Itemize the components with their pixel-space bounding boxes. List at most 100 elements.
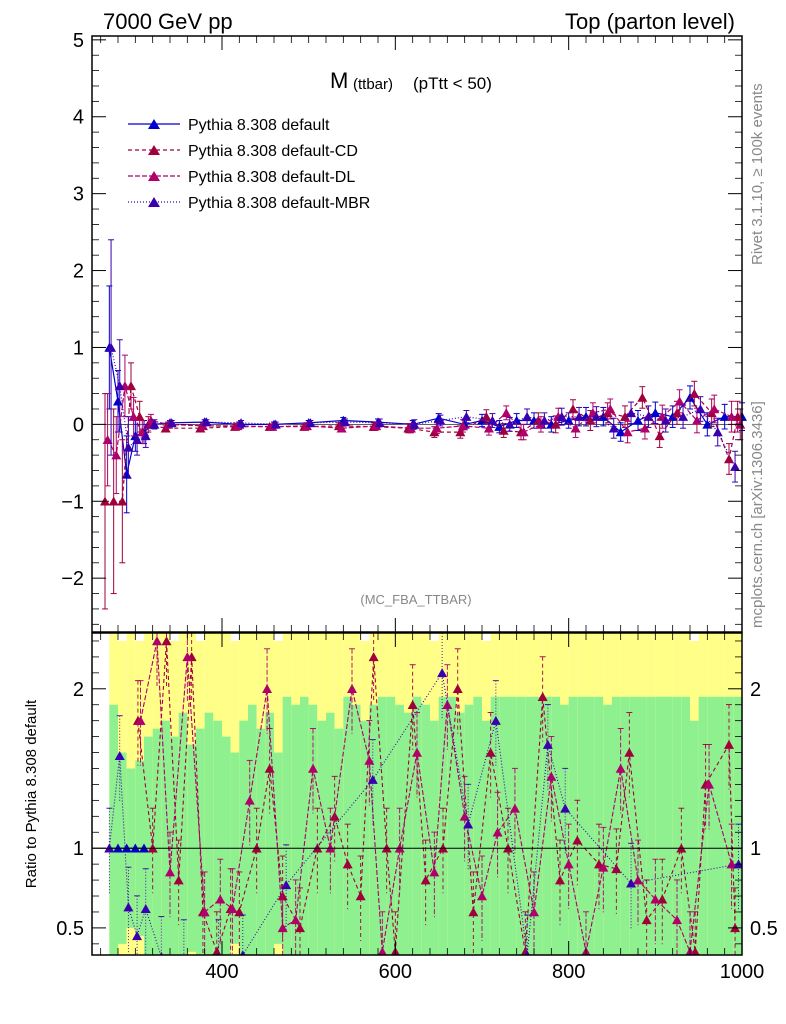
ratio-y-tick-label: 2 xyxy=(73,679,84,701)
data-point xyxy=(113,396,123,406)
band-inner xyxy=(291,704,300,955)
band-inner xyxy=(204,712,214,955)
data-point xyxy=(730,461,741,471)
band-inner xyxy=(681,696,690,955)
band-inner xyxy=(672,696,682,955)
ratio-y-tick-label-right: 2 xyxy=(750,679,761,701)
data-point xyxy=(674,396,685,406)
data-point xyxy=(550,419,561,429)
data-point xyxy=(483,423,494,433)
band-inner xyxy=(612,696,621,955)
x-tick-label: 800 xyxy=(552,961,585,983)
band-inner xyxy=(629,696,638,955)
data-point xyxy=(128,411,139,421)
ratio-point xyxy=(555,875,565,885)
band-inner xyxy=(360,720,370,955)
y-tick-label: 5 xyxy=(73,30,84,52)
band-inner xyxy=(334,728,344,955)
data-point xyxy=(132,434,143,444)
main-panel: −2 −1 0 1 2 3 4 5 M (ttbar) (pTtt < 50) Pythia … xyxy=(61,30,747,633)
data-point xyxy=(431,423,442,433)
band-inner xyxy=(525,696,534,955)
data-point xyxy=(498,425,509,435)
data-point xyxy=(487,415,498,425)
energy-label: 7000 GeV pp xyxy=(103,9,233,34)
band-inner xyxy=(412,696,422,955)
band-inner xyxy=(213,720,222,955)
ratio-point xyxy=(215,894,226,904)
band-inner xyxy=(256,728,266,955)
ratio-point xyxy=(560,803,571,813)
main-x-ticks xyxy=(100,36,743,632)
band-inner xyxy=(265,712,274,955)
ratio-point xyxy=(537,692,548,702)
band-inner xyxy=(646,696,656,955)
y-tick-label: 0 xyxy=(73,414,84,436)
ratio-point xyxy=(626,878,637,888)
data-point xyxy=(140,431,151,441)
band-inner xyxy=(560,704,569,955)
data-point xyxy=(637,392,648,402)
band-inner xyxy=(378,696,387,955)
ratio-point xyxy=(277,923,288,933)
ratio-point xyxy=(342,859,353,869)
ratio-point xyxy=(615,763,626,773)
data-point xyxy=(643,411,654,421)
ratio-point xyxy=(485,747,496,757)
data-point xyxy=(481,411,492,421)
band-inner xyxy=(586,696,595,955)
ratio-point xyxy=(420,875,431,885)
ratio-point xyxy=(355,891,366,901)
band-inner xyxy=(490,696,500,955)
band-inner xyxy=(456,712,465,955)
process-label: Top (parton level) xyxy=(565,9,735,34)
band-inner xyxy=(352,704,361,955)
ratio-point xyxy=(182,652,193,662)
data-point xyxy=(305,418,316,428)
data-point xyxy=(106,342,117,352)
ratio-point xyxy=(347,684,357,694)
y-tick-label: −1 xyxy=(61,491,84,513)
ratio-point xyxy=(140,904,151,914)
band-inner xyxy=(386,696,396,955)
band-inner xyxy=(482,720,491,955)
data-point xyxy=(102,434,113,444)
ratio-point xyxy=(173,875,184,885)
ratio-point xyxy=(598,862,609,872)
ratio-point xyxy=(227,904,238,914)
band-inner xyxy=(170,736,179,955)
data-point xyxy=(556,411,567,421)
band-inner xyxy=(724,696,734,955)
ratio-point xyxy=(114,750,125,760)
ratio-point xyxy=(179,955,189,964)
ratio-y-tick-label-right: 0.5 xyxy=(750,918,778,940)
data-point xyxy=(724,454,734,464)
ratio-point xyxy=(524,950,530,955)
band-inner xyxy=(516,696,526,955)
data-point xyxy=(709,404,720,414)
ratio-y-tick-label: 0.5 xyxy=(56,918,84,940)
data-point xyxy=(691,415,702,425)
data-point xyxy=(633,415,643,425)
y-tick-label: 4 xyxy=(73,107,84,129)
ratio-point xyxy=(437,668,448,678)
ratio-point xyxy=(657,894,668,904)
y-tick-label: 2 xyxy=(73,261,84,283)
data-point xyxy=(660,415,671,425)
ratio-point xyxy=(159,951,164,955)
band-inner xyxy=(447,696,456,955)
band-inner xyxy=(534,696,543,955)
band-inner xyxy=(152,728,162,955)
ratio-point xyxy=(459,811,470,821)
ratio-point xyxy=(377,947,387,955)
data-point xyxy=(409,419,420,429)
data-point xyxy=(166,418,177,428)
data-point xyxy=(568,404,578,414)
x-tick-label: 1000 xyxy=(720,961,765,983)
data-point xyxy=(461,411,472,421)
band-inner xyxy=(282,696,292,955)
ratio-y-tick-label: 1 xyxy=(73,838,84,860)
legend-label-cd: Pythia 8.308 default-CD xyxy=(188,143,358,160)
legend-label-default: Pythia 8.308 default xyxy=(188,117,330,134)
